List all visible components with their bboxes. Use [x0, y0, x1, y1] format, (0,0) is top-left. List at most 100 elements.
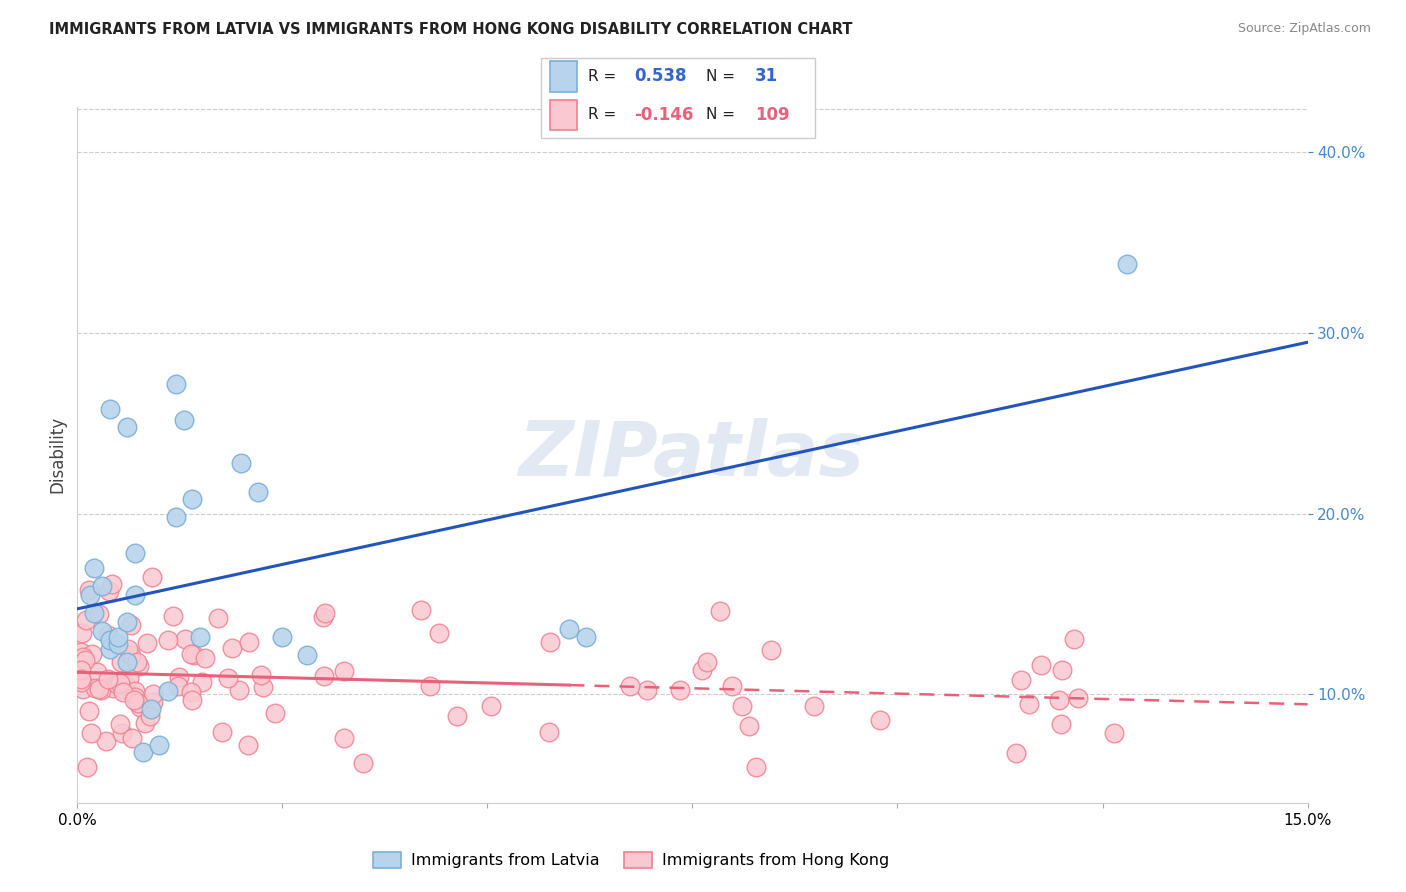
Point — [124, 690, 146, 704]
Point — [101, 681, 124, 695]
Point — [314, 669, 336, 683]
Point — [409, 603, 432, 617]
Point — [238, 635, 260, 649]
Point — [82, 647, 104, 661]
Point — [333, 665, 356, 679]
Point — [165, 510, 187, 524]
Point — [72, 682, 94, 697]
Point — [107, 630, 129, 644]
Point — [111, 725, 134, 739]
Point — [115, 615, 138, 629]
Text: IMMIGRANTS FROM LATVIA VS IMMIGRANTS FROM HONG KONG DISABILITY CORRELATION CHART: IMMIGRANTS FROM LATVIA VS IMMIGRANTS FRO… — [49, 22, 852, 37]
Point — [696, 655, 718, 669]
Point — [70, 645, 93, 659]
Point — [174, 632, 197, 647]
Point — [120, 648, 142, 662]
Point — [157, 632, 180, 647]
Text: 31: 31 — [755, 67, 779, 85]
Point — [1047, 693, 1070, 707]
Point — [127, 697, 149, 711]
Point — [264, 706, 287, 720]
Point — [122, 692, 145, 706]
Point — [271, 630, 294, 644]
Point — [165, 376, 187, 391]
Text: 109: 109 — [755, 105, 790, 124]
Point — [70, 674, 93, 689]
Point — [117, 671, 139, 685]
Point — [98, 633, 121, 648]
Text: N =: N = — [706, 107, 735, 122]
Point — [84, 681, 107, 695]
Point — [94, 733, 117, 747]
Point — [142, 695, 165, 709]
Text: 0.538: 0.538 — [634, 67, 688, 85]
Point — [803, 698, 825, 713]
Point — [90, 624, 114, 639]
Point — [98, 583, 121, 598]
Point — [446, 708, 468, 723]
Point — [1018, 697, 1040, 711]
Point — [228, 682, 250, 697]
Point — [419, 679, 441, 693]
Point — [72, 650, 94, 665]
Point — [76, 759, 98, 773]
Point — [108, 675, 131, 690]
Point — [124, 588, 146, 602]
Point — [115, 655, 138, 669]
Point — [98, 642, 121, 657]
Point — [191, 674, 214, 689]
Bar — [550, 100, 576, 130]
Point — [136, 636, 159, 650]
Point — [156, 683, 179, 698]
Legend: Immigrants from Latvia, Immigrants from Hong Kong: Immigrants from Latvia, Immigrants from … — [367, 846, 896, 875]
Point — [75, 653, 97, 667]
Point — [1050, 717, 1073, 731]
Point — [211, 724, 233, 739]
Point — [1116, 257, 1139, 271]
Point — [103, 678, 125, 692]
Point — [183, 648, 205, 662]
Text: R =: R = — [588, 69, 616, 84]
Point — [115, 678, 138, 692]
Point — [77, 582, 100, 597]
Y-axis label: Disability: Disability — [48, 417, 66, 493]
Point — [98, 401, 121, 416]
Point — [538, 635, 561, 649]
Point — [162, 609, 184, 624]
Point — [312, 609, 335, 624]
Point — [128, 658, 150, 673]
Point — [79, 588, 101, 602]
Point — [90, 579, 114, 593]
Point — [87, 607, 110, 621]
Point — [1067, 690, 1090, 705]
Point — [668, 682, 690, 697]
Point — [80, 726, 103, 740]
Point — [129, 700, 152, 714]
Point — [1010, 673, 1032, 688]
Point — [709, 604, 731, 618]
Point — [141, 570, 163, 584]
Point — [108, 716, 131, 731]
Text: R =: R = — [588, 107, 616, 122]
Point — [207, 611, 229, 625]
Point — [138, 709, 160, 723]
Point — [1102, 726, 1125, 740]
Point — [134, 716, 156, 731]
Point — [107, 637, 129, 651]
Text: N =: N = — [706, 69, 735, 84]
Point — [575, 630, 598, 644]
Point — [180, 693, 202, 707]
Point — [619, 679, 641, 693]
Point — [83, 606, 105, 620]
Point — [217, 672, 239, 686]
Point — [112, 681, 135, 696]
Point — [167, 670, 190, 684]
Point — [89, 681, 111, 696]
Point — [120, 618, 142, 632]
Point — [332, 731, 354, 746]
Point — [110, 655, 132, 669]
Point — [115, 420, 138, 434]
Text: ZIPatlas: ZIPatlas — [519, 418, 866, 491]
Text: Source: ZipAtlas.com: Source: ZipAtlas.com — [1237, 22, 1371, 36]
Point — [141, 702, 163, 716]
